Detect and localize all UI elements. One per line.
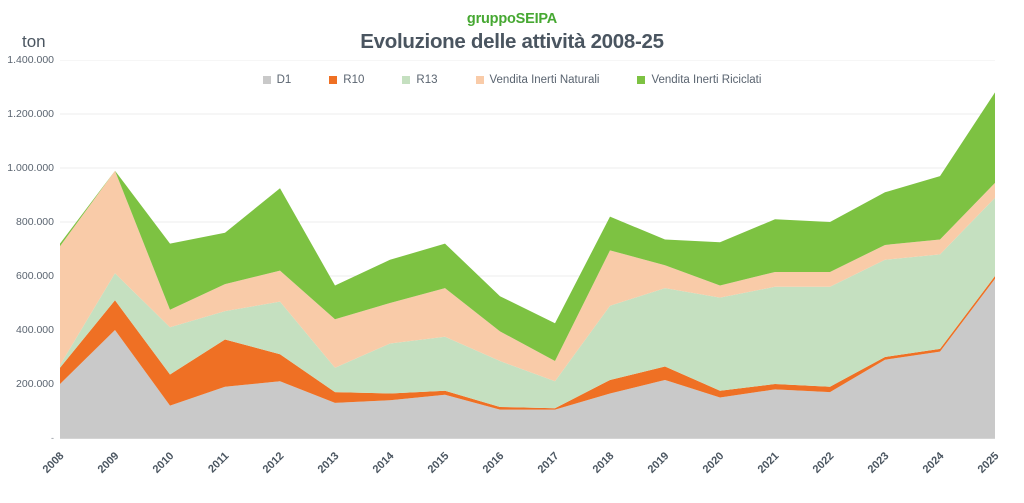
x-axis-tick-label-2010: 2010 bbox=[150, 450, 177, 476]
legend-item-d1[interactable]: D1 bbox=[262, 74, 292, 86]
legend-label: D1 bbox=[276, 74, 292, 86]
legend-swatch-icon bbox=[402, 76, 411, 84]
y-axis-tick-label: 1.400.000 bbox=[7, 54, 54, 66]
area-series-r10 bbox=[60, 276, 995, 410]
x-axis-tick-label-2024: 2024 bbox=[920, 450, 947, 476]
x-axis-tick-label-2021: 2021 bbox=[755, 450, 782, 476]
legend-label: Vendita Inerti Riciclati bbox=[651, 74, 762, 86]
area-series-vendita-inerti-naturali bbox=[60, 170, 995, 382]
x-axis-tick-label-2020: 2020 bbox=[700, 450, 727, 476]
x-axis-tick-label-2015: 2015 bbox=[425, 450, 452, 476]
legend-swatch-icon bbox=[262, 76, 271, 84]
x-axis-tick-label-2014: 2014 bbox=[370, 450, 397, 476]
legend-label: R13 bbox=[416, 74, 438, 86]
y-axis-tick-label: 600.000 bbox=[16, 270, 54, 282]
area-series-d1 bbox=[60, 278, 995, 438]
x-axis-tick-label-2017: 2017 bbox=[535, 450, 562, 476]
x-axis: 2008 2009 2010 2011 2012 2013 2014 2015 2016 2017… bbox=[41, 442, 1002, 502]
legend-item-r10[interactable]: R10 bbox=[329, 74, 364, 86]
chart-legend: D1 R10 R13 Vendita Inerti Naturali Vendita I… bbox=[0, 74, 1024, 86]
legend-label: R10 bbox=[343, 74, 365, 86]
x-axis-tick-label-2012: 2012 bbox=[260, 450, 287, 476]
area-chart-svg bbox=[60, 60, 995, 438]
brand-label: gruppoSEIPA bbox=[0, 11, 1024, 27]
area-series-r13 bbox=[60, 197, 995, 409]
series-layers bbox=[60, 92, 995, 438]
legend-swatch-icon bbox=[329, 76, 338, 84]
y-axis-unit-label: ton bbox=[22, 32, 46, 51]
legend-swatch-icon bbox=[637, 76, 646, 84]
x-axis-tick-label-2022: 2022 bbox=[810, 450, 837, 476]
legend-item-vendita-inerti-naturali[interactable]: Vendita Inerti Naturali bbox=[475, 74, 600, 86]
brand-prefix: gruppo bbox=[466, 11, 516, 27]
x-axis-baseline bbox=[60, 438, 995, 439]
y-axis-tick-label: 400.000 bbox=[16, 324, 54, 336]
y-axis-tick-label: - bbox=[51, 433, 54, 443]
x-axis-tick-label-2013: 2013 bbox=[315, 450, 342, 476]
plot-area bbox=[60, 60, 995, 438]
y-axis-tick-label: 1.000.000 bbox=[7, 162, 54, 174]
x-axis-tick-label-2018: 2018 bbox=[590, 450, 617, 476]
x-axis-tick-label-2009: 2009 bbox=[95, 450, 122, 476]
y-axis: 1.400.000 1.200.000 1.000.000 800.000 600.00… bbox=[0, 0, 54, 503]
legend-item-vendita-inerti-riciclati[interactable]: Vendita Inerti Riciclati bbox=[637, 74, 761, 86]
brand-suffix: SEIPA bbox=[515, 11, 558, 27]
x-axis-tick-label-2011: 2011 bbox=[206, 450, 232, 476]
legend-item-r13[interactable]: R13 bbox=[402, 74, 438, 86]
y-axis-tick-label: 1.200.000 bbox=[7, 108, 54, 120]
x-axis-tick-label-2016: 2016 bbox=[480, 450, 507, 476]
x-axis-tick-label-2019: 2019 bbox=[645, 450, 672, 476]
x-axis-tick-label-2023: 2023 bbox=[865, 450, 892, 476]
area-series-vendita-inerti-riciclati bbox=[60, 92, 995, 362]
page-title: Evoluzione delle attività 2008-25 bbox=[360, 30, 664, 53]
legend-swatch-icon bbox=[475, 76, 484, 84]
x-axis-tick-label-2025: 2025 bbox=[975, 450, 1002, 476]
y-axis-tick-label: 800.000 bbox=[16, 216, 54, 228]
y-axis-tick-label: 200.000 bbox=[16, 378, 54, 390]
legend-label: Vendita Inerti Naturali bbox=[489, 74, 600, 86]
